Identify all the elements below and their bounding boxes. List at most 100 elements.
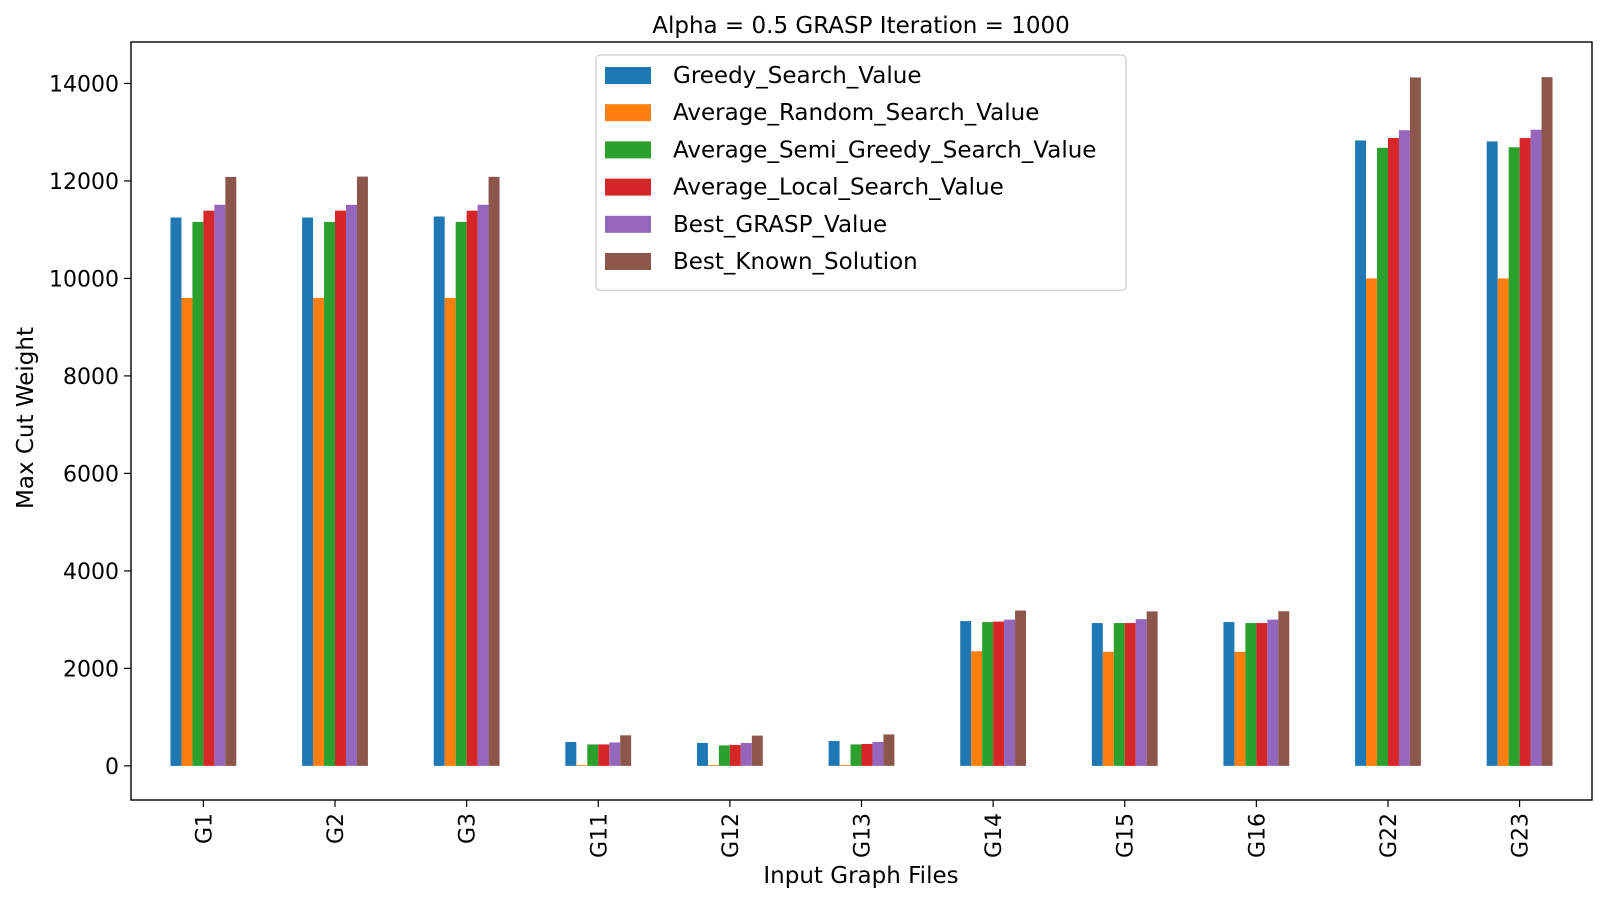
bar-g2-average-random-search-value	[313, 297, 325, 766]
y-tick-label: 12000	[49, 170, 119, 195]
x-tick-label: G14	[982, 813, 1007, 858]
chart-title: Alpha = 0.5 GRASP Iteration = 1000	[652, 13, 1070, 39]
bar-g16-best-known-solution	[1278, 611, 1290, 766]
legend-label: Best_Known_Solution	[673, 249, 918, 275]
bar-g12-average-semi-greedy-search-value	[718, 745, 730, 766]
bar-g16-average-random-search-value	[1234, 651, 1246, 766]
bar-g22-greedy-search-value	[1355, 140, 1367, 766]
y-tick-label: 2000	[63, 657, 119, 682]
bar-g16-best-grasp-value	[1267, 619, 1279, 766]
bar-g23-best-known-solution	[1541, 77, 1553, 766]
bar-g3-greedy-search-value	[433, 216, 445, 766]
bar-g2-average-semi-greedy-search-value	[324, 221, 336, 766]
bar-g12-greedy-search-value	[696, 742, 708, 766]
legend-swatch	[605, 178, 651, 196]
bar-g13-greedy-search-value	[828, 741, 840, 766]
bar-g23-average-random-search-value	[1497, 278, 1509, 766]
legend-swatch	[605, 104, 651, 122]
bar-g13-average-local-search-value	[861, 743, 873, 766]
bar-g11-greedy-search-value	[565, 741, 577, 766]
bar-g13-best-known-solution	[883, 734, 895, 766]
bars-group	[170, 77, 1553, 766]
bar-g3-average-semi-greedy-search-value	[455, 221, 467, 766]
bar-g3-best-known-solution	[488, 176, 500, 766]
bar-g23-average-semi-greedy-search-value	[1508, 147, 1520, 766]
bar-g13-best-grasp-value	[872, 741, 884, 766]
legend-label: Average_Local_Search_Value	[673, 175, 1004, 201]
bar-g1-average-local-search-value	[203, 210, 215, 766]
bar-g1-average-random-search-value	[181, 297, 193, 766]
bar-g16-greedy-search-value	[1223, 622, 1235, 766]
x-axis-ticks: G1 G2 G3 G11 G12 G13 G14 G15 G16 G22 G23	[192, 800, 1534, 858]
bar-g15-best-known-solution	[1146, 611, 1158, 766]
bar-g13-average-random-search-value	[839, 765, 851, 766]
bar-g23-average-local-search-value	[1519, 138, 1531, 766]
bar-g12-best-grasp-value	[740, 742, 752, 766]
bar-g3-average-random-search-value	[444, 297, 456, 766]
legend-label: Average_Random_Search_Value	[673, 100, 1039, 126]
x-tick-label: G11	[587, 813, 612, 858]
bar-g1-best-known-solution	[225, 176, 237, 766]
y-tick-label: 4000	[63, 560, 119, 585]
bar-g22-average-local-search-value	[1387, 138, 1399, 766]
bar-g3-average-local-search-value	[466, 210, 478, 766]
x-tick-label: G3	[456, 813, 481, 844]
bar-g16-average-local-search-value	[1256, 623, 1268, 766]
bar-g12-average-random-search-value	[707, 765, 719, 766]
legend-label: Average_Semi_Greedy_Search_Value	[673, 137, 1096, 163]
x-tick-label: G23	[1509, 813, 1534, 858]
bar-g1-best-grasp-value	[214, 204, 226, 766]
bar-g14-average-random-search-value	[971, 651, 983, 766]
bar-g22-average-semi-greedy-search-value	[1377, 147, 1388, 766]
legend-label: Best_GRASP_Value	[673, 212, 887, 238]
x-tick-label: G12	[719, 813, 744, 858]
x-tick-label: G13	[851, 813, 876, 858]
y-tick-label: 14000	[49, 72, 119, 97]
x-tick-label: G16	[1245, 813, 1270, 858]
y-tick-label: 0	[105, 755, 119, 780]
bar-g1-greedy-search-value	[170, 217, 182, 766]
bar-g23-greedy-search-value	[1486, 141, 1498, 766]
bar-g14-best-known-solution	[1015, 610, 1027, 766]
y-axis-ticks: 0 2000 4000 6000 8000 10000 12000 14000	[49, 72, 131, 780]
bar-g15-average-local-search-value	[1124, 623, 1136, 766]
y-axis-title: Max Cut Weight	[13, 327, 39, 509]
bar-g11-best-grasp-value	[609, 742, 621, 766]
bar-g23-best-grasp-value	[1530, 129, 1542, 766]
bar-g22-best-known-solution	[1409, 77, 1421, 766]
bar-g15-average-random-search-value	[1102, 651, 1114, 766]
x-tick-label: G22	[1377, 813, 1402, 858]
x-tick-label: G2	[324, 813, 349, 844]
y-tick-label: 6000	[63, 462, 119, 487]
legend-swatch	[605, 141, 651, 159]
y-tick-label: 8000	[63, 365, 119, 390]
bar-g12-best-known-solution	[751, 735, 763, 766]
x-axis-title: Input Graph Files	[763, 863, 958, 889]
x-tick-label: G1	[192, 813, 217, 844]
legend-label: Greedy_Search_Value	[673, 63, 921, 89]
legend: Greedy_Search_Value Average_Random_Search…	[595, 54, 1127, 291]
bar-g2-best-known-solution	[356, 176, 368, 766]
bar-g12-average-local-search-value	[729, 744, 741, 766]
bar-g14-average-semi-greedy-search-value	[982, 622, 994, 766]
legend-swatch	[605, 215, 651, 233]
bar-g15-greedy-search-value	[1091, 623, 1103, 766]
bar-g22-best-grasp-value	[1398, 130, 1410, 766]
legend-box	[595, 54, 1127, 291]
bar-g11-average-random-search-value	[576, 765, 588, 766]
bar-g14-average-local-search-value	[993, 621, 1005, 766]
x-tick-label: G15	[1114, 813, 1139, 858]
bar-g11-best-known-solution	[620, 735, 632, 766]
bar-g11-average-semi-greedy-search-value	[587, 744, 599, 766]
bar-g2-greedy-search-value	[302, 217, 314, 766]
bar-g14-greedy-search-value	[960, 621, 972, 766]
bar-g13-average-semi-greedy-search-value	[850, 744, 862, 766]
bar-g11-average-local-search-value	[598, 744, 610, 766]
legend-swatch	[605, 67, 651, 84]
bar-g2-best-grasp-value	[345, 204, 357, 766]
bar-g16-average-semi-greedy-search-value	[1245, 623, 1257, 766]
bar-g3-best-grasp-value	[477, 204, 489, 766]
bar-g15-best-grasp-value	[1135, 619, 1147, 766]
